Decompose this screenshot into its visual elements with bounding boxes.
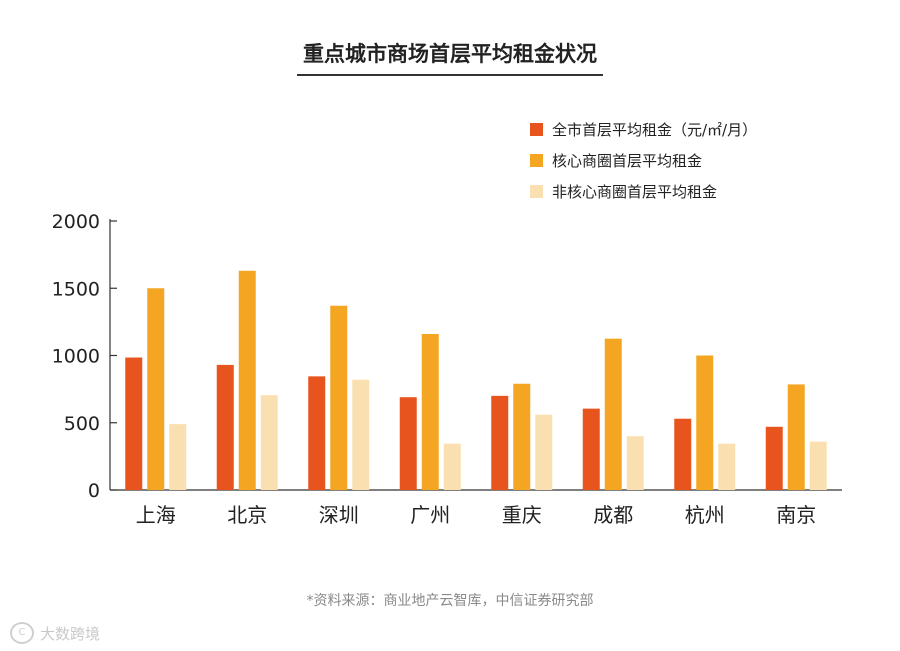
legend-item-citywide: 全市首层平均租金（元/㎡/月） [530,114,757,145]
x-tick-label: 广州 [410,503,450,527]
legend-swatch-noncore [530,185,543,198]
bar-core [421,333,439,490]
x-tick-label: 上海 [136,503,176,527]
bar-core [787,384,805,490]
bar-core [330,305,348,490]
y-tick-label: 1000 [52,346,100,368]
bar-noncore [535,414,553,490]
bar-core [147,288,165,490]
legend-item-noncore: 非核心商圈首层平均租金 [530,176,757,207]
bar-noncore [718,443,736,490]
legend-item-core: 核心商圈首层平均租金 [530,145,757,176]
bar-core [513,383,531,490]
y-tick-label: 500 [64,413,100,435]
y-tick-label: 0 [88,480,100,502]
bar-noncore [260,395,278,490]
bar-core [238,270,256,490]
legend-label-core: 核心商圈首层平均租金 [552,152,703,170]
x-tick-label: 北京 [227,503,267,527]
source-note: *资料来源：商业地产云智库，中信证券研究部 [306,593,594,609]
x-tick-label: 重庆 [502,503,542,527]
bar-citywide [765,426,783,490]
legend-label-noncore: 非核心商圈首层平均租金 [552,183,718,201]
watermark-text: 大数跨境 [40,624,101,643]
chart-legend: 全市首层平均租金（元/㎡/月） 核心商圈首层平均租金 非核心商圈首层平均租金 [530,114,757,207]
bar-citywide [582,408,600,490]
x-tick-label: 成都 [593,503,633,527]
bar-citywide [125,357,143,490]
bar-noncore [626,436,644,490]
bar-citywide [308,376,326,490]
y-tick-label: 2000 [52,211,100,233]
bar-core [696,355,714,490]
bar-noncore [443,443,461,490]
bar-noncore [809,441,827,490]
bar-citywide [399,397,417,490]
x-tick-label: 深圳 [319,503,359,527]
legend-label-citywide: 全市首层平均租金（元/㎡/月） [552,121,758,139]
bar-noncore [169,424,187,490]
legend-swatch-citywide [530,123,543,136]
bar-citywide [491,395,509,490]
watermark-logo-icon: C [10,622,34,644]
bar-citywide [674,418,692,490]
bar-citywide [216,364,234,490]
x-tick-label: 杭州 [685,503,725,527]
chart-title: 重点城市商场首层平均租金状况 [0,38,900,76]
x-tick-label: 南京 [776,503,816,527]
watermark: C 大数跨境 [10,622,100,644]
bar-core [604,338,622,490]
bar-noncore [352,379,370,490]
legend-swatch-core [530,154,543,167]
y-tick-label: 1500 [52,278,100,300]
